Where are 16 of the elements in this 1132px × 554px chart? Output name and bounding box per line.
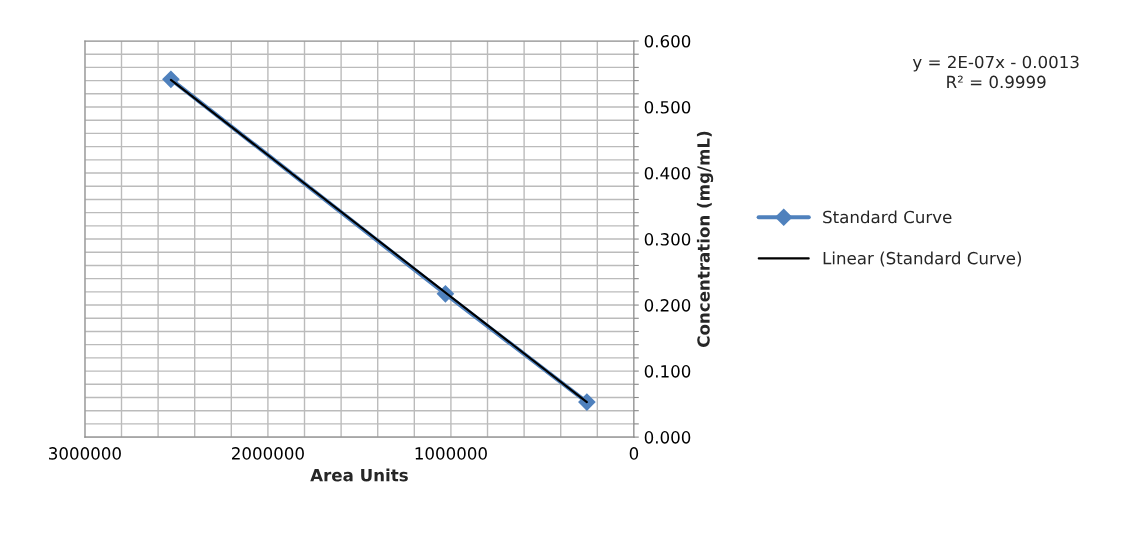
x-axis-title: Area Units xyxy=(310,468,408,482)
legend-label: Standard Curve xyxy=(823,210,952,224)
y-tick-label: 0.000 xyxy=(644,431,691,444)
x-tick-label: 3000000 xyxy=(49,447,121,460)
legend-label: Linear (Standard Curve) xyxy=(823,251,1022,267)
text: y = 2E-07x - 0.0013 R² = 0.9999 xyxy=(912,55,1079,89)
y-tick-label: 0.400 xyxy=(644,166,691,180)
y-axis-title: Concentration (mg/mL) xyxy=(696,131,714,347)
x-tick-label: 2000000 xyxy=(232,447,304,460)
x-tick-label: 0 xyxy=(629,447,639,460)
y-tick-label: 0.300 xyxy=(644,233,691,246)
y-tick-label: 0.100 xyxy=(644,365,691,378)
y-tick-label: 0.200 xyxy=(644,299,691,312)
x-tick-label: 1000000 xyxy=(415,447,487,460)
y-tick-label: 0.500 xyxy=(644,100,691,114)
y-tick-label: 0.600 xyxy=(644,34,691,48)
